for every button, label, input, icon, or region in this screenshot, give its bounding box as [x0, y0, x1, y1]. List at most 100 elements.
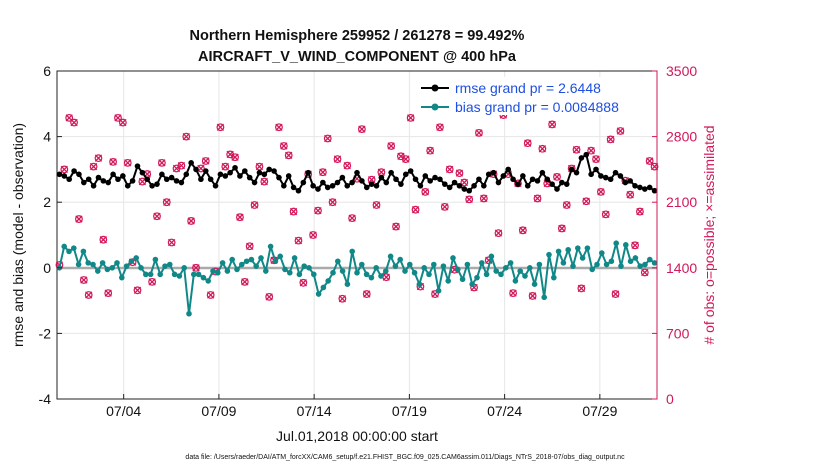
obs-possible-marker — [118, 118, 127, 127]
obs-assimilated-marker — [202, 157, 210, 165]
rmse-point — [105, 179, 112, 186]
obs-assimilated-marker — [65, 114, 73, 122]
y2-tick-label: 700 — [666, 325, 690, 341]
obs-assimilated-marker — [314, 206, 322, 215]
rmse-point — [329, 183, 336, 189]
legend-bias-label: bias grand pr = 0.0084888 — [455, 99, 619, 115]
obs-assimilated-marker — [446, 165, 454, 174]
obs-possible-marker — [231, 153, 239, 162]
obs-count-marker — [260, 177, 269, 186]
obs-count-marker — [577, 284, 586, 293]
obs-assimilated-marker — [441, 203, 449, 211]
rmse-point — [85, 176, 92, 183]
obs-assimilated-marker — [236, 213, 244, 221]
obs-possible-marker — [314, 206, 322, 215]
bias-point — [109, 265, 115, 271]
rmse-point — [95, 174, 102, 181]
bias-point — [421, 265, 428, 271]
obs-assimilated-marker — [577, 284, 586, 293]
obs-count-marker — [631, 241, 639, 250]
obs-assimilated-marker — [372, 201, 381, 209]
rmse-point — [251, 179, 258, 186]
obs-count-marker — [338, 294, 347, 303]
rmse-point — [563, 181, 570, 187]
bias-point — [248, 256, 255, 263]
obs-possible-marker — [562, 201, 571, 209]
rmse-point — [222, 173, 229, 179]
obs-possible-marker — [518, 226, 527, 235]
legend-bias-marker — [431, 103, 439, 111]
data-file-footer: data file: /Users/raeder/DAI/ATM_forcXX/… — [185, 454, 625, 461]
obs-assimilated-marker — [582, 197, 590, 205]
bias-point — [234, 266, 240, 273]
obs-possible-marker — [289, 207, 298, 216]
bias-point — [296, 271, 303, 278]
y2-tick-label: 1400 — [666, 260, 697, 276]
bias-point — [536, 261, 543, 268]
rmse-point — [90, 183, 97, 189]
obs-possible-marker — [357, 125, 366, 134]
bias-point — [330, 269, 336, 276]
obs-count-marker — [455, 169, 464, 178]
obs-possible-marker — [70, 118, 78, 127]
obs-count-marker — [162, 198, 171, 207]
rmse-point — [559, 179, 565, 186]
rmse-point — [617, 173, 624, 179]
obs-assimilated-marker — [602, 210, 610, 219]
rmse-point — [56, 171, 63, 178]
bias-point — [584, 245, 591, 251]
obs-possible-marker — [553, 172, 561, 181]
rmse-point — [232, 164, 238, 171]
bias-point — [119, 274, 125, 281]
obs-count-marker — [245, 242, 254, 251]
bias-point — [527, 265, 533, 271]
obs-possible-marker — [279, 142, 288, 150]
obs-possible-marker — [94, 154, 103, 163]
obs-count-marker — [148, 277, 157, 286]
rmse-point — [393, 176, 399, 183]
bias-point — [128, 258, 135, 265]
obs-assimilated-marker — [436, 123, 444, 131]
obs-assimilated-marker — [519, 226, 527, 234]
obs-assimilated-marker — [80, 276, 88, 284]
obs-count-marker — [265, 292, 274, 301]
bias-point — [363, 271, 370, 278]
obs-assimilated-marker — [153, 212, 161, 220]
obs-count-marker — [440, 202, 449, 211]
rmse-point — [651, 187, 658, 194]
obs-possible-marker — [523, 139, 532, 148]
obs-count-marker — [538, 144, 547, 153]
bias-point — [349, 248, 356, 255]
obs-assimilated-marker — [275, 123, 283, 131]
obs-count-marker — [216, 123, 225, 132]
bias-point — [599, 250, 605, 256]
bias-point — [315, 291, 322, 297]
y-tick-label: 4 — [43, 129, 51, 145]
bias-point — [455, 266, 461, 273]
obs-possible-marker — [148, 277, 157, 286]
bias-point — [488, 253, 495, 260]
rmse-point — [198, 176, 204, 183]
obs-possible-marker — [265, 292, 274, 301]
bias-point — [354, 269, 360, 276]
obs-count-marker — [475, 128, 483, 137]
obs-possible-marker — [616, 127, 625, 135]
bias-point — [133, 255, 139, 261]
rmse-point — [417, 183, 424, 189]
obs-possible-marker — [187, 217, 196, 225]
rmse-point — [188, 160, 194, 166]
bias-point — [325, 278, 332, 284]
rmse-point — [344, 183, 351, 189]
obs-possible-marker — [426, 146, 435, 155]
bias-point — [287, 269, 293, 276]
legend-rmse-label: rmse grand pr = 2.6448 — [455, 80, 601, 96]
bias-point — [474, 274, 480, 281]
obs-count-marker — [323, 134, 332, 143]
rmse-point — [110, 171, 116, 178]
obs-count-marker — [387, 142, 396, 150]
obs-possible-marker — [250, 201, 259, 209]
obs-count-marker — [79, 276, 88, 284]
obs-count-marker — [616, 127, 625, 135]
obs-count-marker — [70, 118, 78, 127]
obs-count-marker — [587, 146, 596, 155]
